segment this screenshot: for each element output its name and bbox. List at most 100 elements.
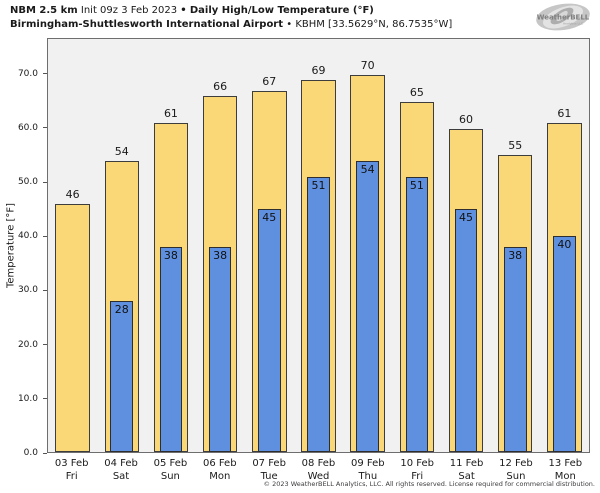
y-tick-label: 40.0 — [17, 231, 38, 242]
high-temp-value: 61 — [163, 107, 178, 121]
station-id: KBHM [33.5629°N, 86.7535°W] — [295, 19, 453, 30]
high-temp-value: 55 — [508, 139, 523, 153]
bar-group: 69 51 — [294, 39, 343, 452]
high-temp-value: 66 — [213, 80, 228, 94]
low-temp-bar: 28 — [110, 301, 134, 452]
title-separator: • — [180, 5, 187, 16]
high-temp-value: 60 — [459, 112, 474, 126]
x-tick-day: Tue — [260, 471, 278, 482]
x-tick-day: Sat — [458, 471, 475, 482]
low-temp-value: 38 — [508, 249, 523, 263]
x-tick-date: 06 Feb — [202, 458, 237, 469]
high-temp-value: 54 — [114, 144, 129, 158]
x-tick-date: 05 Feb — [153, 458, 188, 469]
x-tick-day: Mon — [209, 471, 231, 482]
x-axis: 03 Feb Fri 04 Feb Sat 05 Feb Sun 06 Feb Mon 07 F… — [47, 457, 590, 483]
x-tick-label: 06 Feb Mon — [195, 457, 244, 483]
x-tick-label: 10 Feb Fri — [393, 457, 442, 483]
high-temp-value: 70 — [360, 58, 375, 72]
low-temp-value: 54 — [360, 162, 375, 176]
bar-group: 60 45 — [441, 39, 490, 452]
x-tick-day: Fri — [65, 471, 78, 482]
x-tick-day: Mon — [554, 471, 576, 482]
low-temp-value: 51 — [311, 179, 326, 193]
x-tick-label: 03 Feb Fri — [47, 457, 96, 483]
x-tick-day: Fri — [411, 471, 424, 482]
high-temp-value: 46 — [65, 187, 80, 201]
bar-group: 66 38 — [196, 39, 245, 452]
y-tick-mark — [43, 289, 47, 291]
x-tick-date: 07 Feb — [252, 458, 286, 469]
high-temp-bar — [55, 203, 90, 452]
product-name: Daily High/Low Temperature (°F) — [189, 5, 374, 16]
chart-title-line2: Birmingham-Shuttlesworth International A… — [10, 18, 452, 32]
x-tick-label: 04 Feb Sat — [96, 457, 145, 483]
low-temp-bar: 38 — [159, 247, 183, 452]
x-tick-day: Thu — [358, 471, 378, 482]
x-tick-date: 08 Feb — [301, 458, 336, 469]
low-temp-value: 40 — [557, 238, 572, 252]
chart-title-line1: NBM 2.5 km Init 09z 3 Feb 2023 • Daily H… — [10, 4, 452, 18]
low-temp-bar: 45 — [257, 209, 281, 452]
bar-group: 70 54 — [343, 39, 392, 452]
x-tick-day: Sun — [506, 471, 526, 482]
x-tick-label: 11 Feb Sat — [442, 457, 491, 483]
bar-group: 61 38 — [146, 39, 195, 452]
x-tick-label: 05 Feb Sun — [146, 457, 195, 483]
y-tick-mark — [43, 181, 47, 183]
x-tick-label: 07 Feb Tue — [244, 457, 293, 483]
x-tick-date: 11 Feb — [449, 458, 484, 469]
station-name: Birmingham-Shuttlesworth International A… — [10, 19, 284, 30]
x-tick-date: 10 Feb — [400, 458, 434, 469]
x-tick-label: 12 Feb Sun — [491, 457, 540, 483]
y-axis: 0.0 10.0 20.0 30.0 40.0 50.0 60.0 70.0 — [0, 38, 47, 458]
x-tick-day: Wed — [307, 471, 330, 482]
x-tick-date: 09 Feb — [351, 458, 385, 469]
x-tick-date: 12 Feb — [499, 458, 533, 469]
low-temp-bar: 40 — [553, 236, 576, 452]
svg-text:WeatherBELL: WeatherBELL — [537, 14, 590, 22]
title-separator2: • — [286, 19, 293, 30]
x-tick-label: 09 Feb Thu — [343, 457, 392, 483]
weatherbell-logo: WeatherBELL Analytics LLC — [533, 2, 593, 34]
bar-group: 54 28 — [97, 39, 146, 452]
init-time: Init 09z 3 Feb 2023 — [80, 5, 178, 16]
low-temp-value: 45 — [262, 211, 277, 225]
chart-title-block: NBM 2.5 km Init 09z 3 Feb 2023 • Daily H… — [10, 4, 452, 32]
y-tick-mark — [43, 235, 47, 237]
copyright-notice: © 2023 WeatherBELL Analytics, LLC. All r… — [263, 480, 595, 488]
x-tick-day: Sun — [160, 471, 180, 482]
y-tick-mark — [43, 127, 47, 129]
low-temp-bar: 38 — [503, 247, 527, 452]
high-temp-value: 69 — [311, 63, 326, 77]
weatherbell-swirl-icon: WeatherBELL Analytics LLC — [536, 3, 590, 31]
x-tick-label: 13 Feb Mon — [541, 457, 590, 483]
low-temp-bar: 45 — [454, 209, 478, 452]
model-name: NBM 2.5 km — [10, 5, 78, 16]
low-temp-bar: 54 — [356, 160, 379, 452]
high-temp-value: 61 — [557, 107, 572, 121]
x-tick-label: 08 Feb Wed — [294, 457, 343, 483]
bar-group: 65 51 — [392, 39, 441, 452]
y-tick-label: 50.0 — [17, 177, 38, 188]
x-tick-day: Sat — [112, 471, 130, 482]
y-tick-label: 30.0 — [17, 285, 38, 296]
plot-area: 46 54 28 61 38 66 38 67 45 69 51 70 54 65 51 60 45 55 38 61… — [47, 38, 590, 453]
y-tick-label: 60.0 — [17, 122, 38, 133]
svg-text:Analytics LLC: Analytics LLC — [563, 22, 583, 26]
low-temp-value: 38 — [163, 249, 178, 263]
y-tick-mark — [43, 452, 47, 454]
x-tick-date: 03 Feb — [54, 458, 89, 469]
x-tick-date: 04 Feb — [104, 458, 138, 469]
y-tick-label: 0.0 — [23, 448, 38, 458]
bar-group: 55 38 — [491, 39, 540, 452]
bar-group: 61 40 — [540, 39, 589, 452]
low-temp-value: 38 — [213, 249, 228, 263]
bar-group: 46 — [48, 39, 97, 452]
low-temp-bar: 38 — [208, 247, 232, 452]
y-tick-label: 20.0 — [17, 339, 38, 350]
y-tick-mark — [43, 73, 47, 75]
low-temp-value: 51 — [409, 179, 424, 193]
low-temp-value: 45 — [459, 211, 474, 225]
